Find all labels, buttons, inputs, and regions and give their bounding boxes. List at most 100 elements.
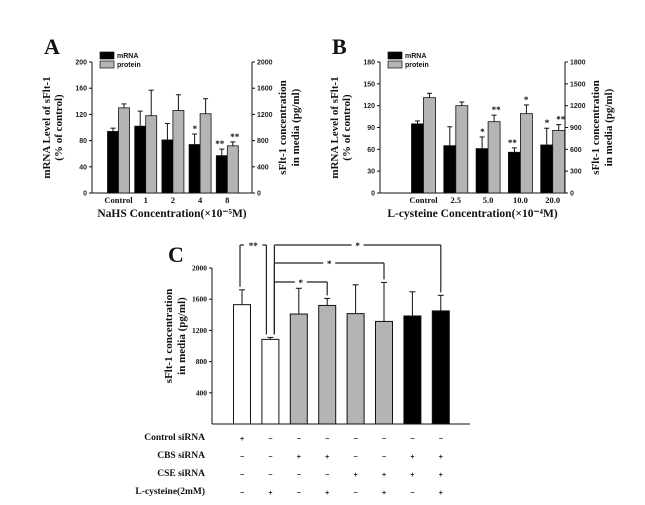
bar — [289, 313, 308, 425]
x-tick-label: 1 — [144, 195, 148, 205]
bar — [233, 304, 251, 425]
condition-sign: − — [354, 436, 358, 443]
legend-swatch — [99, 51, 115, 60]
y2-axis-title: in media (pg/ml) — [603, 88, 615, 166]
y2-axis-title: sFlt-1 concentration — [590, 80, 602, 174]
condition-sign: − — [240, 490, 244, 497]
bar-protein — [520, 113, 533, 194]
bar-protein — [552, 130, 566, 194]
y-tick-label: 60 — [367, 147, 375, 154]
y2-tick-label: 600 — [570, 147, 582, 154]
bar — [346, 313, 365, 425]
condition-sign: + — [268, 490, 272, 497]
legend-label: protein — [405, 62, 429, 69]
x-tick-label: Control — [409, 195, 438, 205]
bar — [431, 310, 450, 425]
y2-tick-label: 1200 — [570, 103, 586, 110]
condition-label: Control siRNA — [144, 433, 205, 443]
condition-sign: + — [439, 472, 443, 479]
bar-protein — [487, 121, 501, 194]
bar-mRNA — [107, 131, 119, 194]
significance-marker: * — [355, 241, 360, 251]
legend-label: mRNA — [117, 53, 138, 60]
condition-sign: − — [268, 436, 272, 443]
bar-mRNA — [475, 148, 489, 194]
condition-sign: − — [240, 454, 244, 461]
y-tick-label: 0 — [83, 191, 87, 198]
y-axis-title: sFlt-1 concentration — [163, 289, 175, 383]
bar-protein — [455, 105, 469, 194]
bar-protein — [145, 115, 158, 194]
y-axis-title: mRNA Level of sFlt-1 — [41, 76, 53, 178]
y2-tick-label: 1200 — [257, 112, 273, 119]
significance-marker: * — [193, 124, 198, 134]
condition-sign: + — [382, 490, 386, 497]
significance-marker: ** — [492, 105, 502, 115]
condition-sign: − — [297, 472, 301, 479]
bar-protein — [226, 145, 239, 194]
condition-sign: + — [354, 472, 358, 479]
x-axis-title: L-cysteine Concentration(×10⁻⁴M) — [387, 208, 557, 220]
bar-mRNA — [134, 125, 147, 194]
panel-label: C — [168, 242, 184, 267]
y2-tick-label: 1600 — [257, 86, 273, 93]
condition-label: CBS siRNA — [157, 451, 205, 461]
condition-sign: + — [410, 454, 414, 461]
significance-marker: * — [545, 118, 550, 128]
x-tick-label: 8 — [225, 195, 229, 205]
y2-tick-label: 2000 — [257, 60, 273, 67]
bar — [375, 320, 393, 425]
x-tick-label: Control — [104, 195, 133, 205]
bar-protein — [423, 97, 436, 194]
y-tick-label: 120 — [363, 103, 375, 110]
condition-sign: − — [325, 436, 329, 443]
y2-tick-label: 300 — [570, 169, 582, 176]
bar-protein — [199, 113, 212, 194]
condition-sign: − — [297, 490, 301, 497]
y-tick-label: 150 — [363, 81, 375, 88]
significance-marker: * — [480, 127, 485, 137]
y-tick-label: 90 — [367, 125, 375, 132]
y-tick-label: 200 — [75, 60, 87, 67]
condition-sign: + — [410, 472, 414, 479]
significance-marker: * — [299, 278, 304, 288]
y-tick-label: 160 — [75, 86, 87, 93]
condition-sign: − — [410, 436, 414, 443]
x-tick-label: 4 — [198, 195, 203, 205]
significance-marker: * — [524, 95, 529, 105]
x-tick-label: 5.0 — [483, 195, 494, 205]
condition-sign: − — [240, 472, 244, 479]
significance-marker: ** — [249, 241, 259, 251]
bar-mRNA — [507, 151, 521, 194]
bar-mRNA — [540, 144, 554, 194]
bar — [403, 315, 422, 425]
x-tick-label: 10.0 — [513, 195, 528, 205]
y2-tick-label: 800 — [257, 138, 269, 145]
condition-sign: + — [240, 436, 244, 443]
condition-sign: + — [439, 454, 443, 461]
bar-mRNA — [188, 144, 201, 194]
y-tick-label: 180 — [363, 60, 375, 67]
condition-sign: − — [439, 436, 443, 443]
condition-sign: + — [382, 472, 386, 479]
y-tick-label: 400 — [196, 388, 208, 397]
condition-sign: − — [268, 472, 272, 479]
condition-label: CSE siRNA — [157, 469, 205, 479]
legend-swatch — [387, 51, 403, 60]
x-tick-label: 20.0 — [545, 195, 560, 205]
y-axis-title: (% of control) — [53, 94, 65, 161]
condition-sign: − — [354, 454, 358, 461]
condition-sign: + — [439, 490, 443, 497]
y2-tick-label: 900 — [570, 125, 582, 132]
condition-sign: − — [268, 454, 272, 461]
y-tick-label: 120 — [75, 112, 87, 119]
condition-sign: − — [354, 490, 358, 497]
y2-tick-label: 400 — [257, 164, 269, 171]
y2-tick-label: 0 — [257, 191, 261, 198]
legend-swatch — [387, 60, 403, 69]
condition-sign: − — [410, 490, 414, 497]
bar — [261, 338, 280, 425]
significance-bracket: * — [273, 241, 442, 335]
significance-marker: ** — [508, 138, 518, 148]
